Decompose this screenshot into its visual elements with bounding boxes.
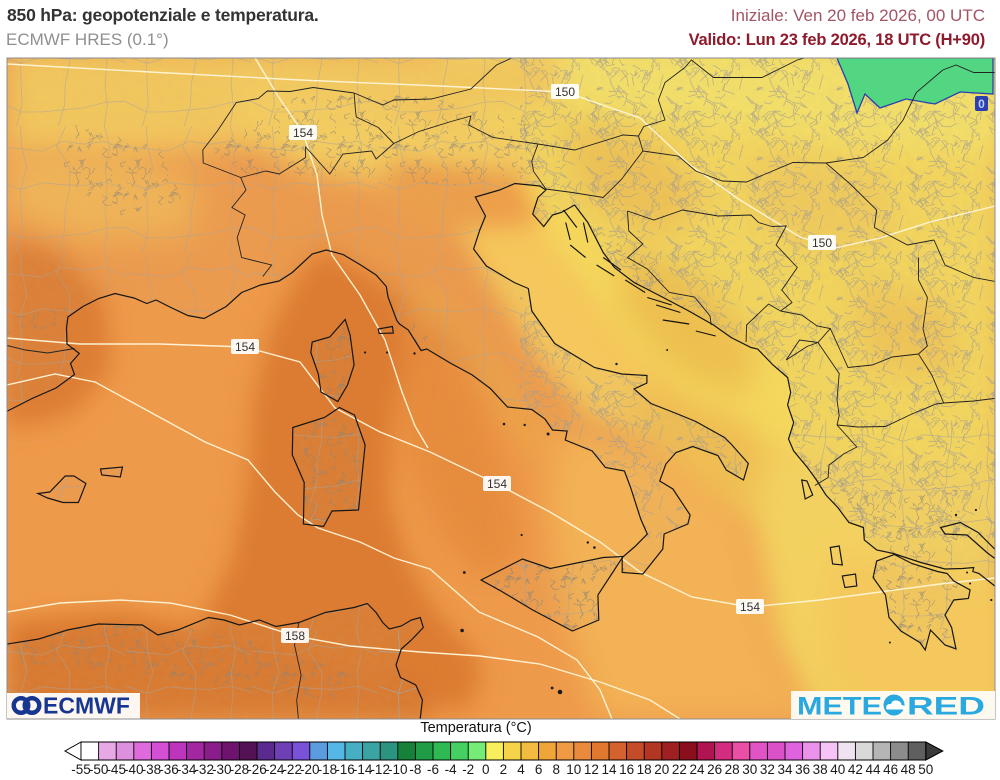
svg-text:-45: -45 <box>106 762 126 777</box>
svg-text:150: 150 <box>812 236 832 250</box>
svg-text:36: 36 <box>795 762 810 777</box>
svg-text:-30: -30 <box>212 762 232 777</box>
svg-text:14: 14 <box>601 762 617 777</box>
svg-text:46: 46 <box>883 762 898 777</box>
svg-text:32: 32 <box>760 762 775 777</box>
svg-text:10: 10 <box>566 762 581 777</box>
svg-text:-38: -38 <box>142 762 162 777</box>
svg-text:8: 8 <box>552 762 560 777</box>
svg-text:0: 0 <box>978 97 985 111</box>
svg-text:-24: -24 <box>265 762 285 777</box>
svg-text:-6: -6 <box>427 762 439 777</box>
svg-text:154: 154 <box>235 340 255 354</box>
svg-text:18: 18 <box>637 762 652 777</box>
svg-text:50: 50 <box>918 762 933 777</box>
svg-text:34: 34 <box>777 762 793 777</box>
svg-text:2: 2 <box>500 762 508 777</box>
svg-text:16: 16 <box>619 762 634 777</box>
svg-text:12: 12 <box>584 762 599 777</box>
svg-text:150: 150 <box>555 85 575 99</box>
svg-text:26: 26 <box>707 762 722 777</box>
svg-text:0: 0 <box>482 762 490 777</box>
svg-text:-28: -28 <box>230 762 250 777</box>
svg-text:-34: -34 <box>177 762 197 777</box>
svg-text:30: 30 <box>742 762 757 777</box>
svg-text:Temperatura (°C): Temperatura (°C) <box>420 720 531 736</box>
svg-text:-36: -36 <box>159 762 179 777</box>
svg-text:RED: RED <box>907 693 985 721</box>
svg-text:154: 154 <box>740 600 760 614</box>
svg-text:38: 38 <box>813 762 828 777</box>
svg-text:-32: -32 <box>194 762 214 777</box>
svg-text:-4: -4 <box>445 762 457 777</box>
svg-text:-2: -2 <box>462 762 474 777</box>
svg-text:44: 44 <box>865 762 881 777</box>
svg-text:48: 48 <box>901 762 916 777</box>
svg-text:154: 154 <box>487 477 507 491</box>
svg-text:42: 42 <box>848 762 863 777</box>
svg-text:-55: -55 <box>71 762 91 777</box>
svg-text:-8: -8 <box>409 762 421 777</box>
svg-text:-40: -40 <box>124 762 144 777</box>
svg-text:-50: -50 <box>89 762 109 777</box>
svg-text:154: 154 <box>293 126 313 140</box>
svg-text:ECMWF: ECMWF <box>43 693 130 719</box>
svg-text:158: 158 <box>285 629 305 643</box>
svg-text:-16: -16 <box>335 762 355 777</box>
svg-text:20: 20 <box>654 762 669 777</box>
svg-text:-14: -14 <box>353 762 373 777</box>
svg-text:-12: -12 <box>370 762 390 777</box>
svg-text:-20: -20 <box>300 762 320 777</box>
svg-text:-22: -22 <box>282 762 302 777</box>
svg-text:6: 6 <box>535 762 543 777</box>
svg-text:-18: -18 <box>318 762 338 777</box>
svg-text:28: 28 <box>725 762 740 777</box>
svg-text:4: 4 <box>517 762 525 777</box>
svg-text:METE: METE <box>797 693 882 721</box>
svg-text:22: 22 <box>672 762 687 777</box>
svg-text:-10: -10 <box>388 762 408 777</box>
svg-text:24: 24 <box>689 762 705 777</box>
svg-text:40: 40 <box>830 762 845 777</box>
svg-text:-26: -26 <box>247 762 267 777</box>
